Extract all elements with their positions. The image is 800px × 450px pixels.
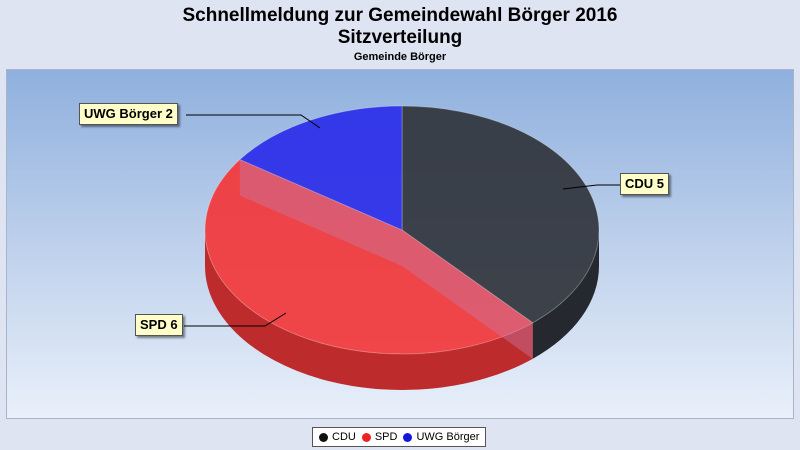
plot-area — [6, 69, 794, 419]
chart-title: Schnellmeldung zur Gemeindewahl Börger 2… — [182, 5, 618, 26]
legend-label-cdu: CDU — [332, 431, 356, 443]
data-label-cdu: CDU 5 — [620, 173, 670, 195]
leader-line-uwg — [186, 114, 321, 129]
leader-line-cdu — [562, 184, 621, 190]
chart-header: Schnellmeldung zur Gemeindewahl Börger 2… — [0, 4, 800, 64]
legend-item-spd: SPD — [361, 431, 398, 443]
data-label-spd: SPD 6 — [135, 314, 183, 336]
pie-sides — [205, 230, 599, 390]
pie-tops — [204, 105, 600, 359]
chart-caption: Gemeinde Börger — [353, 51, 447, 63]
pie-side-spd — [205, 230, 533, 390]
legend-swatch-cdu — [319, 432, 328, 442]
pie-inner-wall-1 — [402, 230, 533, 359]
data-label-uwg: UWG Börger 2 — [79, 103, 178, 125]
legend: CDU SPD UWG Börger — [312, 427, 487, 447]
pie-side-cdu — [532, 230, 599, 359]
legend-item-uwg: UWG Börger — [403, 431, 479, 443]
chart-subtitle: Sitzverteilung — [337, 27, 463, 48]
pie-slice-uwg — [238, 105, 403, 231]
pie-inner-wall-2 — [239, 159, 402, 266]
legend-item-cdu: CDU — [319, 431, 356, 443]
legend-label-uwg: UWG Börger — [416, 431, 480, 443]
pie-chart — [184, 105, 621, 390]
pie-slice-spd — [204, 158, 534, 355]
legend-swatch-uwg — [403, 432, 413, 442]
legend-label-spd: SPD — [374, 431, 398, 443]
leader-line-spd — [184, 312, 287, 327]
legend-swatch-spd — [361, 432, 371, 442]
